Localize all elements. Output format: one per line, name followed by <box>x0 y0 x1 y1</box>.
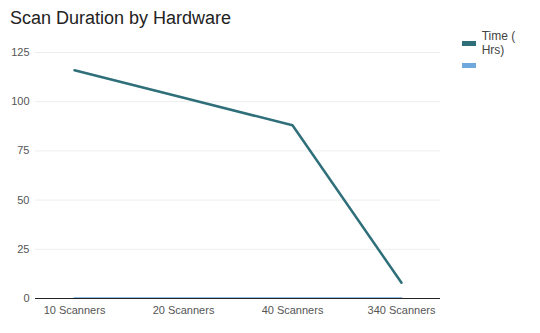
svg-text:100: 100 <box>11 95 29 107</box>
svg-text:50: 50 <box>17 194 29 206</box>
svg-text:25: 25 <box>17 243 29 255</box>
svg-text:125: 125 <box>11 46 29 58</box>
svg-text:75: 75 <box>17 144 29 156</box>
svg-text:340 Scanners: 340 Scanners <box>368 304 436 316</box>
svg-text:0: 0 <box>23 292 29 304</box>
html-text:Time ( Hrs): Time ( Hrs) <box>481 29 516 57</box>
html-text:Scan Duration by Hardware: Scan Duration by Hardware <box>10 8 232 28</box>
svg-text:10 Scanners: 10 Scanners <box>44 304 106 316</box>
svg-text:40 Scanners: 40 Scanners <box>262 304 324 316</box>
svg-text:20 Scanners: 20 Scanners <box>153 304 215 316</box>
